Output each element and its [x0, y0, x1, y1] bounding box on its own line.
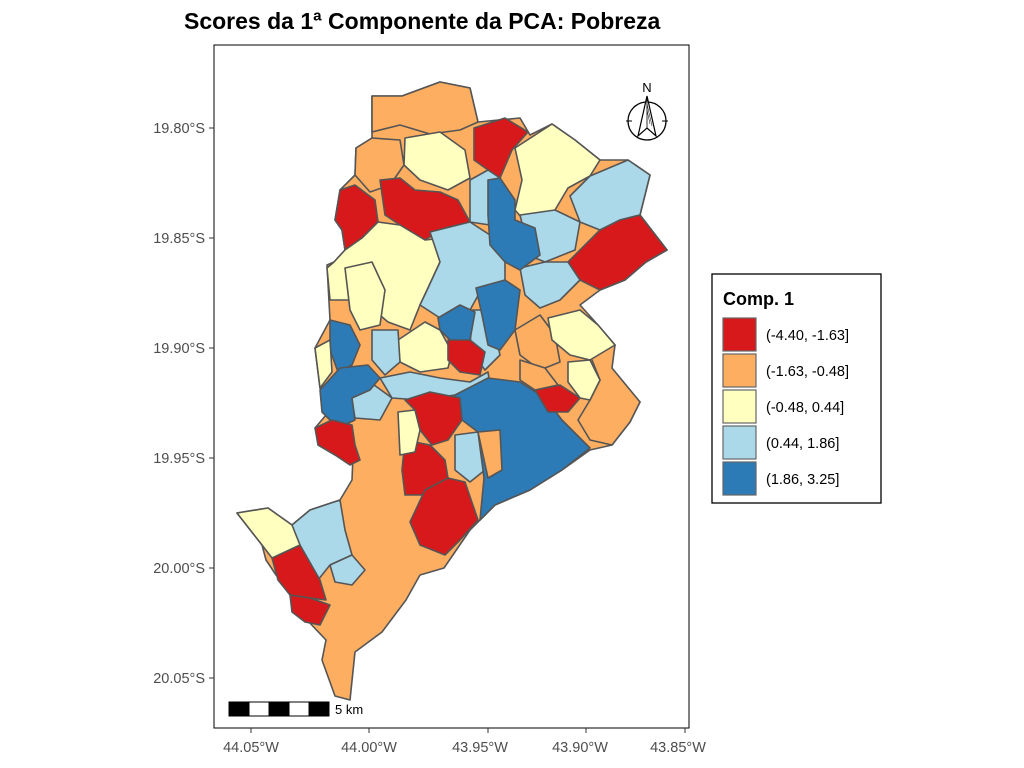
scale-bar-segment	[288, 701, 310, 717]
region-w-red	[314, 419, 361, 466]
y-tick-label: 20.05°S	[153, 671, 205, 687]
y-tick-label: 19.95°S	[153, 451, 205, 467]
region-c-red-1	[447, 339, 486, 376]
legend-label: (0.44, 1.86]	[766, 436, 839, 452]
scale-bar-segment	[228, 701, 250, 717]
legend-swatch	[722, 389, 757, 424]
x-tick-label: 43.95°W	[452, 740, 508, 756]
region-c-lightblue-5	[371, 329, 401, 376]
region-e-yellow-2	[567, 359, 601, 401]
region-darkblue-2	[475, 279, 521, 351]
legend-swatch	[722, 317, 757, 352]
x-axis: 44.05°W 44.00°W 43.95°W 43.90°W 43.85°W	[223, 728, 706, 756]
region-sw-yellow	[236, 507, 301, 559]
region-n-yellow-1	[403, 131, 471, 191]
scale-bar-segment	[308, 701, 330, 717]
choropleth-regions	[236, 81, 668, 701]
x-tick-label: 44.00°W	[341, 740, 397, 756]
scale-bar: 5 km	[228, 701, 363, 717]
legend-label: (-1.63, -0.48]	[766, 364, 849, 380]
legend: Comp. 1 (-4.40, -1.63] (-1.63, -0.48] (-…	[711, 273, 882, 504]
region-w-darkblue-2	[319, 364, 381, 429]
y-axis: 19.80°S 19.85°S 19.90°S 19.95°S 20.00°S …	[153, 121, 214, 687]
region-ne-yellow	[514, 123, 601, 226]
north-arrow-icon: N	[626, 80, 668, 141]
region-s-lightblue	[454, 431, 486, 483]
region-sw-red-2	[289, 594, 331, 626]
region-n-red-1	[473, 117, 529, 179]
y-tick-label: 19.85°S	[153, 231, 205, 247]
north-arrow-label: N	[642, 80, 651, 95]
scale-bar-segment	[248, 701, 270, 717]
legend-label: (1.86, 3.25]	[766, 472, 839, 488]
region-w-yellow-2	[344, 261, 386, 331]
x-tick-label: 44.05°W	[223, 740, 279, 756]
legend-label: (-4.40, -1.63]	[766, 328, 849, 344]
legend-swatch	[722, 353, 757, 388]
region-w-yellow-3	[314, 339, 333, 389]
region-sw-lightblue-2	[329, 554, 366, 586]
region-c-lightblue-1	[419, 221, 506, 319]
region-e-yellow-1	[547, 309, 616, 361]
legend-title: Comp. 1	[723, 289, 794, 309]
region-e-orange-1	[514, 314, 561, 371]
region-n-orange-1	[371, 81, 479, 135]
y-tick-label: 19.80°S	[153, 121, 205, 137]
y-tick-label: 20.00°S	[153, 561, 205, 577]
region-c-lightblue-4	[519, 261, 581, 309]
legend-label: (-0.48, 0.44]	[766, 400, 844, 416]
scale-bar-segment	[268, 701, 290, 717]
y-tick-label: 19.90°S	[153, 341, 205, 357]
x-tick-label: 43.90°W	[552, 740, 608, 756]
region-c-orange	[477, 429, 503, 479]
legend-swatch	[722, 461, 757, 496]
legend-swatch	[722, 425, 757, 460]
region-s-red	[409, 477, 479, 556]
map-title: Scores da 1ª Componente da PCA: Pobreza	[184, 8, 661, 34]
region-e-orange-3	[519, 359, 559, 391]
scale-bar-label: 5 km	[335, 702, 363, 717]
region-sw-red-1	[271, 544, 327, 601]
x-tick-label: 43.85°W	[650, 740, 706, 756]
region-darkblue-1	[487, 177, 541, 271]
region-c-yellow-2	[397, 409, 421, 456]
